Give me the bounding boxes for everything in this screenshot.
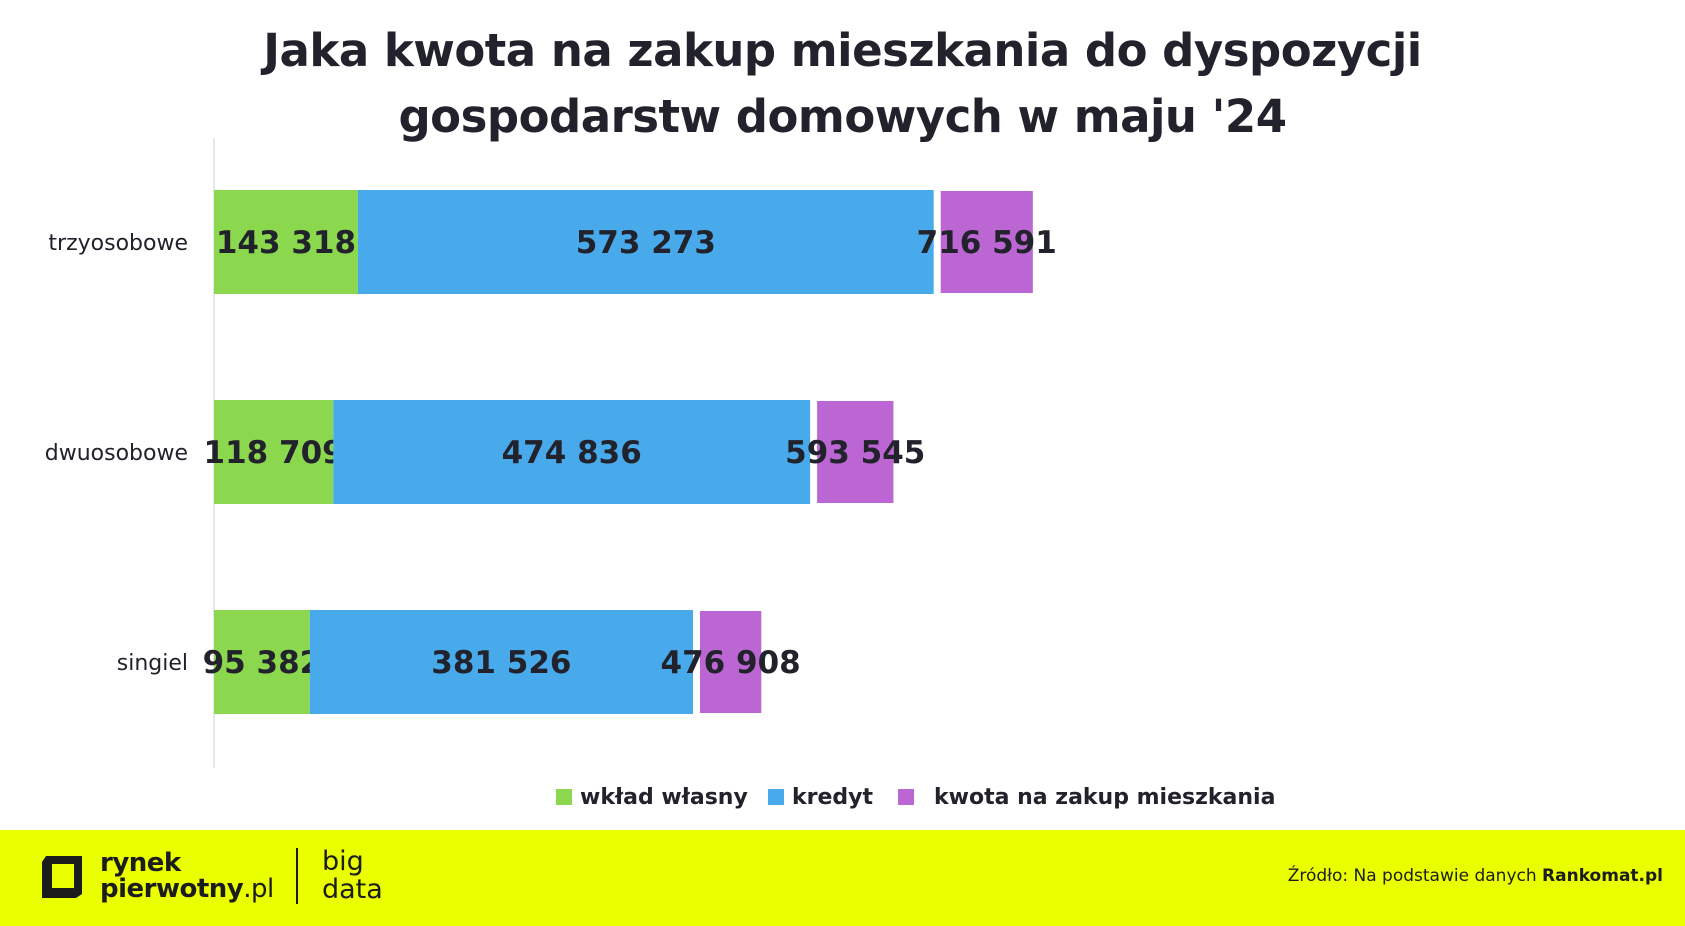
bar-segment-kredyt [309, 610, 693, 714]
rynek-pierwotny-logo-text: rynek pierwotny.pl [100, 850, 274, 902]
legend-item-kwota: kwota na zakup mieszkania [898, 780, 1275, 814]
data-label-wklad: 143 318 [216, 225, 356, 261]
big-data-line-2: data [322, 874, 383, 905]
chart-title-line-1: Jaka kwota na zakup mieszkania do dyspoz… [263, 24, 1422, 77]
category-label: trzyosobowe [48, 231, 188, 256]
bar-total-kwota [817, 401, 894, 503]
legend-swatch-kredyt [768, 789, 784, 805]
logo-line-2-main: pierwotny [100, 874, 244, 904]
big-data-logo: big data [322, 848, 383, 904]
source-prefix: Źródło: Na podstawie danych [1287, 866, 1543, 886]
bar-segment-wklad [214, 190, 358, 294]
logo-line-2: pierwotny.pl [100, 876, 274, 902]
footer-bar: rynek pierwotny.pl big data Źródło: Na p… [0, 830, 1685, 926]
bar-segment-kredyt [333, 400, 811, 504]
data-label-kredyt: 573 273 [576, 225, 716, 261]
legend-swatch-wklad [556, 789, 572, 805]
data-label-kredyt: 474 836 [502, 435, 642, 471]
data-label-kwota: 593 545 [785, 435, 925, 471]
chart-title: Jaka kwota na zakup mieszkania do dyspoz… [0, 18, 1685, 150]
legend-label-kwota: kwota na zakup mieszkania [934, 784, 1276, 810]
bar-total-kwota [940, 191, 1033, 293]
data-label-wklad: 118 709 [204, 435, 344, 471]
legend-item-wklad: wkład własny [556, 780, 748, 814]
logo-divider [296, 848, 298, 904]
category-label: singiel [117, 651, 188, 676]
bar-segment-wklad [214, 610, 310, 714]
legend-label-wklad: wkład własny [580, 784, 748, 810]
data-label-wklad: 95 382 [203, 645, 322, 681]
source-name: Rankomat.pl [1542, 866, 1663, 886]
logo-line-2-suffix: .pl [243, 874, 274, 904]
rynek-pierwotny-logo-icon [42, 856, 82, 898]
source-note: Źródło: Na podstawie danych Rankomat.pl [1288, 866, 1663, 886]
legend-label-kredyt: kredyt [792, 784, 874, 810]
legend-swatch-kwota [898, 789, 914, 805]
logo-line-1: rynek [100, 848, 181, 878]
bar-chart: trzyosobowe 143 318 573 273 716 591 dwuosobo… [45, 138, 1057, 768]
bar-total-kwota [699, 611, 762, 713]
legend: wkład własny kredyt kwota na zakup miesz… [0, 780, 1685, 814]
bar-segment-kredyt [357, 190, 934, 294]
data-label-kwota: 476 908 [661, 645, 801, 681]
data-label-kredyt: 381 526 [431, 645, 571, 681]
legend-item-kredyt: kredyt [768, 780, 873, 814]
big-data-line-1: big [322, 846, 364, 877]
category-label: dwuosobowe [45, 441, 188, 466]
chart-title-line-2: gospodarstw domowych w maju '24 [398, 90, 1287, 143]
data-label-kwota: 716 591 [917, 225, 1057, 261]
bar-segment-wklad [214, 400, 334, 504]
